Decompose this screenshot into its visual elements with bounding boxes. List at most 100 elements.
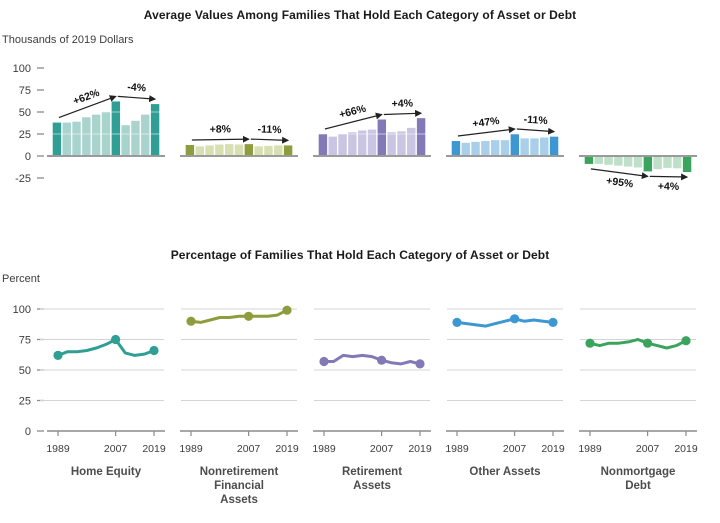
- bar: [52, 122, 62, 156]
- data-point: [111, 334, 121, 345]
- bar: [357, 130, 367, 156]
- bar-chart-other-assets: +47% -11%: [446, 89, 564, 157]
- bar: [451, 141, 461, 156]
- category-label-line: Nonmortgage: [600, 466, 676, 478]
- bar: [520, 138, 529, 156]
- category-label-line: Retirement: [341, 466, 403, 478]
- x-axis-year-label: 2007: [104, 443, 128, 455]
- bottom-axis-units-label: Percent: [2, 273, 40, 285]
- bar: [215, 144, 224, 156]
- bar: [72, 121, 81, 156]
- bar: [407, 127, 416, 156]
- bar: [224, 144, 234, 156]
- category-label-home-equity: Home Equity: [41, 465, 171, 479]
- data-point: [377, 355, 387, 365]
- data-point: [186, 316, 196, 326]
- bar: [367, 129, 377, 156]
- y-axis-tick-label: 100: [13, 63, 31, 75]
- bar: [121, 125, 130, 156]
- bar: [141, 114, 150, 156]
- category-label-line: Other Assets: [469, 466, 541, 478]
- series-line: [322, 353, 422, 366]
- annotation-arrow: [117, 95, 157, 103]
- line-chart-nonmortgage-debt: 1989 2007 2019: [578, 308, 698, 455]
- annotation-label: +4%: [658, 181, 680, 193]
- bar: [150, 104, 160, 156]
- annotation-label: +47%: [472, 115, 501, 130]
- bar: [62, 122, 71, 156]
- data-point: [585, 338, 595, 348]
- bar: [82, 117, 91, 156]
- bar: [377, 119, 387, 156]
- bar-chart-nonmortgage-debt: +95% +4%: [579, 89, 697, 193]
- annotation-arrow: [383, 109, 423, 117]
- bar-chart-nonretirement-financial-assets: +8% -11%: [180, 89, 298, 157]
- y-axis-tick-label: -25: [15, 173, 31, 185]
- line-chart-home-equity: 1989 2007 2019: [40, 308, 166, 455]
- bar: [490, 140, 500, 156]
- bar: [387, 132, 396, 156]
- line-chart-nonretirement-financial-assets: 1989 2007 2019: [179, 305, 299, 455]
- x-axis-year-label: 2019: [541, 443, 565, 455]
- bar: [244, 144, 254, 156]
- series-line: [455, 317, 555, 328]
- x-axis-year-label: 1989: [312, 443, 336, 455]
- data-point: [53, 350, 63, 360]
- annotation-arrow: [590, 168, 649, 180]
- series-line: [189, 308, 289, 324]
- x-axis-year-label: 2019: [674, 443, 698, 455]
- annotation-label: +95%: [606, 175, 635, 191]
- data-point: [681, 336, 691, 346]
- data-point: [415, 359, 425, 369]
- data-point: [282, 305, 292, 315]
- category-label-line: Assets: [220, 494, 258, 506]
- bottom-line-panel: 100 75 50 25 0 1989 2007 2019 1989 2007 2019 1989 20…: [13, 304, 698, 455]
- bar-chart-retirement-assets: +66% +4%: [313, 89, 431, 157]
- bar: [623, 156, 633, 167]
- bar: [540, 137, 549, 156]
- bar: [264, 145, 273, 156]
- series-line: [56, 338, 156, 357]
- y-axis-tick-label: 100: [13, 304, 31, 316]
- bar: [663, 156, 672, 168]
- annotation-label: +4%: [391, 97, 413, 110]
- y-axis-tick-label: 0: [25, 426, 31, 438]
- y-axis-tick-label: 75: [19, 335, 31, 347]
- category-label-line: Financial: [214, 480, 264, 492]
- x-axis-year-label: 1989: [578, 443, 602, 455]
- bar: [510, 134, 520, 156]
- annotation-arrow: [457, 126, 516, 137]
- annotation-arrow: [516, 127, 556, 135]
- bar: [348, 132, 357, 156]
- data-point: [548, 317, 558, 327]
- x-axis-year-label: 1989: [46, 443, 70, 455]
- x-axis-year-label: 2019: [275, 443, 299, 455]
- top-bar-panel: 100 75 50 25 0 -25 +62% -4% +8% -11% +66% +4% +47% -1…: [13, 63, 697, 193]
- x-axis-year-label: 2019: [408, 443, 432, 455]
- bar: [185, 145, 195, 156]
- annotation-label: +66%: [338, 103, 368, 121]
- data-point: [149, 345, 159, 356]
- bar: [234, 144, 244, 156]
- annotation-label: -11%: [523, 113, 548, 127]
- bar: [614, 156, 623, 166]
- y-axis-tick-label: 75: [19, 85, 31, 97]
- bar: [318, 134, 328, 156]
- x-axis-year-label: 1989: [179, 443, 203, 455]
- annotation-label: +8%: [210, 123, 232, 135]
- annotation-arrow: [250, 136, 290, 144]
- bar: [205, 145, 214, 156]
- bar-chart-home-equity: +62% -4%: [47, 81, 165, 157]
- y-axis-tick-label: 25: [19, 396, 31, 408]
- bar: [328, 136, 337, 156]
- series-line: [588, 338, 688, 350]
- bar: [673, 156, 682, 169]
- x-axis-year-label: 1989: [445, 443, 469, 455]
- top-axis-units-label: Thousands of 2019 Dollars: [2, 34, 134, 46]
- bar: [643, 156, 653, 172]
- data-point: [509, 314, 520, 324]
- annotation-label: -11%: [257, 123, 282, 136]
- category-label-line: Debt: [625, 480, 651, 492]
- category-label-nonretirement-financial-assets: Nonretirement Financial Assets: [174, 465, 304, 507]
